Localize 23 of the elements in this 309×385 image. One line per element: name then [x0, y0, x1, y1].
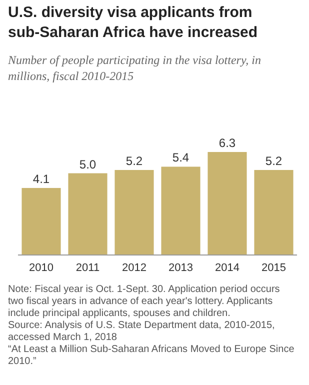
chart-title: U.S. diversity visa applicants from sub-Saharan Africa have increased	[8, 4, 258, 41]
chart-subtitle: Number of people participating in the visa lottery, in millions, fiscal 2010-2015	[7, 53, 261, 83]
x-tick-label: 2011	[76, 262, 100, 274]
bar	[68, 173, 108, 255]
bar	[208, 152, 247, 255]
data-label: 5.2	[265, 154, 282, 168]
x-tick-label: 2013	[168, 262, 193, 274]
bar	[254, 170, 294, 255]
x-tick-label: 2014	[215, 262, 240, 274]
data-label: 6.3	[218, 136, 236, 150]
bar	[161, 166, 200, 255]
data-label: 5.0	[79, 157, 96, 172]
bar	[114, 170, 154, 255]
data-label: 5.4	[172, 150, 190, 165]
text: Note: Fiscal year is Oct. 1-Sept. 30. Application period occurs two fiscal years in advance of each year's lottery. Applicants include principal applicants, spouses and children.	[8, 284, 280, 319]
source-note: Source: Analysis of U.S. State Department data, 2010-2015, accessed March 1, 2018	[8, 320, 275, 343]
x-tick-label: 2012	[122, 262, 146, 274]
x-tick-label: 2015	[262, 262, 286, 274]
data-label: 5.2	[126, 154, 143, 168]
x-tick-label: 2010	[29, 262, 54, 274]
data-label: 4.1	[32, 172, 50, 186]
text: “At Least a Million Sub-Saharan Africans Moved to Europe Since 2010.”	[8, 344, 295, 367]
bar	[22, 188, 61, 255]
